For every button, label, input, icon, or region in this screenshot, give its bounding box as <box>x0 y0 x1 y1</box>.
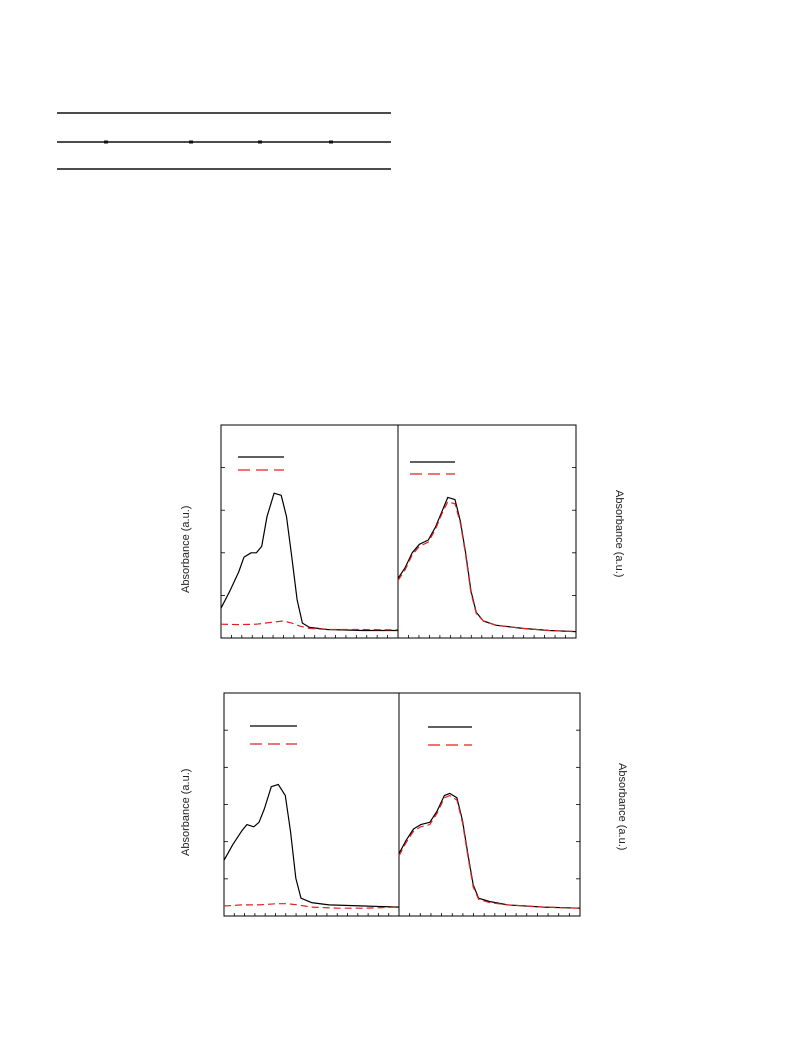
y-axis-label-bottom-left: Absorbance (a.u.) <box>180 769 192 856</box>
chart-panel-top-left <box>220 424 399 639</box>
y-axis-label-top-left: Absorbance (a.u.) <box>180 506 192 593</box>
data-table <box>57 112 391 170</box>
chart-panel-top-right <box>397 424 577 639</box>
y-axis-label-bottom-right: Absorbance (a.u.) <box>616 763 628 850</box>
spectra-panels <box>220 424 581 917</box>
series-line-dashed <box>397 501 577 633</box>
series-line-solid <box>220 492 398 632</box>
series-line-dashed <box>220 620 399 631</box>
y-axis-label-top-right: Absorbance (a.u.) <box>613 490 625 577</box>
chart-panel-bottom-right <box>398 692 581 917</box>
series-line-solid <box>397 496 577 633</box>
series-line-solid <box>223 783 400 908</box>
plot-frame <box>397 424 577 639</box>
series-line-solid <box>398 792 581 909</box>
chart-panel-bottom-left <box>223 692 400 917</box>
plot-frame <box>398 692 581 917</box>
series-line-dashed <box>398 794 581 909</box>
series-line-dashed <box>223 903 400 909</box>
